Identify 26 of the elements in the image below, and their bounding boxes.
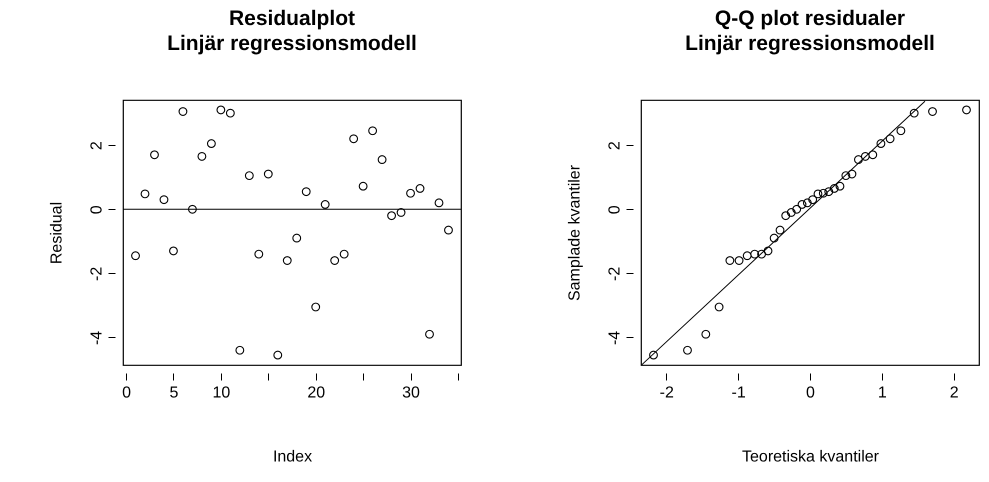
y-tick-label: 0: [88, 205, 106, 214]
x-axis-title: Index: [272, 448, 312, 466]
x-tick-label: 20: [307, 384, 326, 402]
chart-title: Q-Q plot residualer: [714, 7, 906, 30]
y-axis-title: Residual: [48, 202, 66, 264]
x-tick-label: 0: [806, 384, 816, 402]
chart-title: Residualplot: [228, 7, 356, 30]
y-tick-label: -4: [606, 330, 624, 346]
x-tick-label: -2: [660, 384, 674, 402]
y-tick-label: 0: [606, 205, 624, 214]
y-tick-label: 2: [606, 141, 624, 150]
x-tick-label: 2: [950, 384, 959, 402]
x-tick-label: 5: [170, 384, 178, 402]
x-tick-label: 0: [122, 384, 132, 402]
x-axis-title: Teoretiska kvantiler: [742, 448, 880, 466]
chart-subtitle: Linjär regressionsmodell: [167, 32, 417, 55]
x-tick-label: 10: [212, 384, 230, 402]
x-tick-label: 30: [402, 384, 420, 402]
y-axis-title: Samplade kvantiler: [566, 164, 584, 302]
y-tick-label: 2: [88, 141, 106, 150]
y-tick-label: -2: [606, 266, 624, 281]
x-tick-label: 1: [878, 384, 887, 402]
x-tick-label: -1: [732, 384, 746, 402]
y-tick-label: -2: [88, 266, 106, 281]
y-tick-label: -4: [88, 330, 106, 346]
chart-subtitle: Linjär regressionsmodell: [685, 32, 935, 55]
